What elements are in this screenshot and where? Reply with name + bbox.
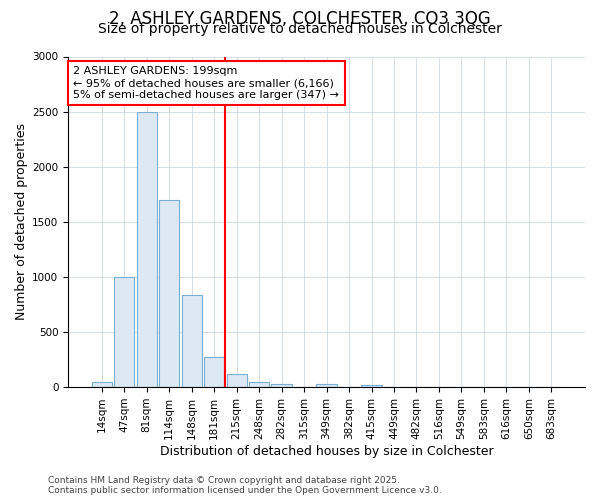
Text: 2, ASHLEY GARDENS, COLCHESTER, CO3 3QG: 2, ASHLEY GARDENS, COLCHESTER, CO3 3QG	[109, 10, 491, 28]
Bar	[249, 382, 269, 387]
Text: 2 ASHLEY GARDENS: 199sqm
← 95% of detached houses are smaller (6,166)
5% of semi: 2 ASHLEY GARDENS: 199sqm ← 95% of detach…	[73, 66, 339, 100]
Bar	[271, 384, 292, 387]
Bar	[114, 277, 134, 387]
Bar	[316, 384, 337, 387]
Bar	[361, 386, 382, 387]
Bar	[92, 382, 112, 387]
Text: Contains HM Land Registry data © Crown copyright and database right 2025.
Contai: Contains HM Land Registry data © Crown c…	[48, 476, 442, 495]
Bar	[137, 112, 157, 387]
X-axis label: Distribution of detached houses by size in Colchester: Distribution of detached houses by size …	[160, 444, 493, 458]
Bar	[159, 200, 179, 387]
Y-axis label: Number of detached properties: Number of detached properties	[15, 124, 28, 320]
Bar	[204, 358, 224, 387]
Bar	[227, 374, 247, 387]
Bar	[182, 294, 202, 387]
Text: Size of property relative to detached houses in Colchester: Size of property relative to detached ho…	[98, 22, 502, 36]
